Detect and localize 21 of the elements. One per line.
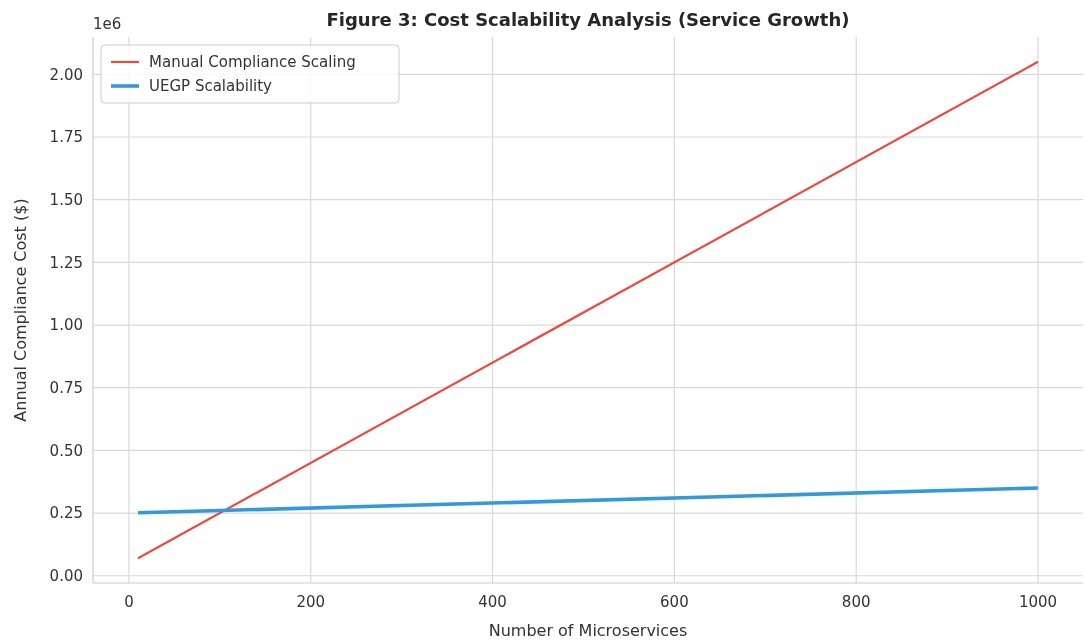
- y-tick-label: 0.00: [49, 566, 83, 585]
- y-axis-title: Annual Compliance Cost ($): [11, 198, 30, 422]
- x-tick-label: 400: [478, 593, 507, 611]
- x-tick-label: 200: [296, 593, 326, 611]
- y-tick-label: 0.25: [49, 504, 83, 523]
- y-tick-label: 1.25: [49, 253, 83, 272]
- x-tick-label: 800: [841, 593, 871, 611]
- legend-label: Manual Compliance Scaling: [149, 53, 356, 72]
- y-tick-label: 1.50: [49, 190, 83, 209]
- y-tick-label: 1.75: [49, 128, 83, 147]
- x-tick-label: 1000: [1018, 593, 1058, 611]
- chart-title: Figure 3: Cost Scalability Analysis (Service Growth): [326, 9, 850, 30]
- x-tick-label: 0: [124, 593, 134, 611]
- legend-label: UEGP Scalability: [149, 77, 273, 96]
- x-axis-title: Number of Microservices: [488, 621, 688, 640]
- text: 1e6: [93, 15, 122, 33]
- y-tick-label: 0.50: [49, 441, 83, 460]
- y-tick-label: 1.00: [49, 316, 83, 335]
- x-tick-label: 600: [660, 593, 689, 611]
- y-tick-label: 0.75: [49, 378, 83, 397]
- y-tick-label: 2.00: [49, 65, 83, 84]
